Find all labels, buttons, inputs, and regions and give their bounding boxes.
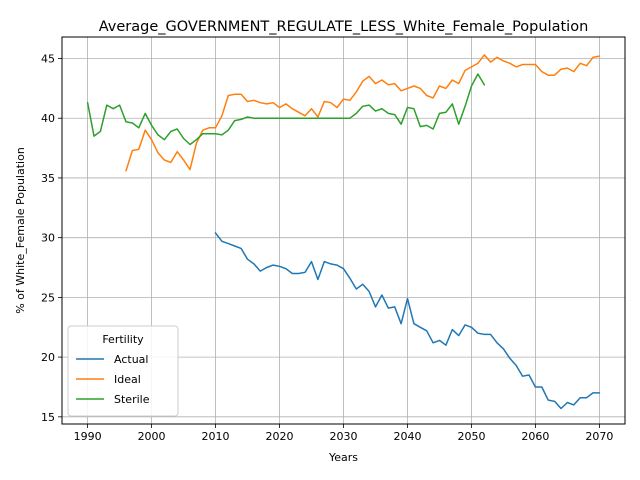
legend-entries: Actual Ideal Sterile: [76, 353, 150, 406]
y-tick-label: 45: [41, 53, 55, 66]
y-tick-label: 15: [41, 411, 55, 424]
x-axis-ticks: 1990 2000 2010 2020 2030 2040 2050 2060 2070: [74, 424, 613, 443]
x-tick-label: 2060: [521, 430, 549, 443]
x-tick-label: 2070: [585, 430, 613, 443]
x-axis-label: Years: [328, 451, 358, 464]
chart-title: Average_GOVERNMENT_REGULATE_LESS_White_F…: [99, 19, 589, 35]
legend-title: Fertility: [102, 333, 144, 346]
x-tick-label: 2020: [266, 430, 294, 443]
legend-label-ideal: Ideal: [114, 373, 141, 386]
series-line-ideal: [125, 54, 601, 172]
x-tick-label: 1990: [74, 430, 102, 443]
y-tick-label: 35: [41, 172, 55, 185]
series-lines: [86, 54, 601, 410]
x-tick-label: 2010: [202, 430, 230, 443]
y-tick-label: 40: [41, 112, 55, 125]
legend-label-sterile: Sterile: [114, 393, 150, 406]
legend-box: [67, 325, 179, 417]
y-axis-ticks: 15 20 25 30 35 40 45: [41, 53, 62, 424]
x-tick-label: 2030: [330, 430, 358, 443]
x-tick-label: 2050: [457, 430, 485, 443]
y-tick-label: 25: [41, 291, 55, 304]
y-axis-label: % of White_Female Population: [14, 147, 27, 314]
y-tick-label: 30: [41, 232, 55, 245]
series-line-sterile: [86, 73, 486, 146]
x-tick-label: 2040: [393, 430, 421, 443]
legend: Fertility Actual Ideal Sterile: [67, 325, 179, 417]
y-tick-label: 20: [41, 351, 55, 364]
x-tick-label: 2000: [138, 430, 166, 443]
legend-label-actual: Actual: [114, 353, 148, 366]
series-line-actual: [214, 232, 601, 410]
